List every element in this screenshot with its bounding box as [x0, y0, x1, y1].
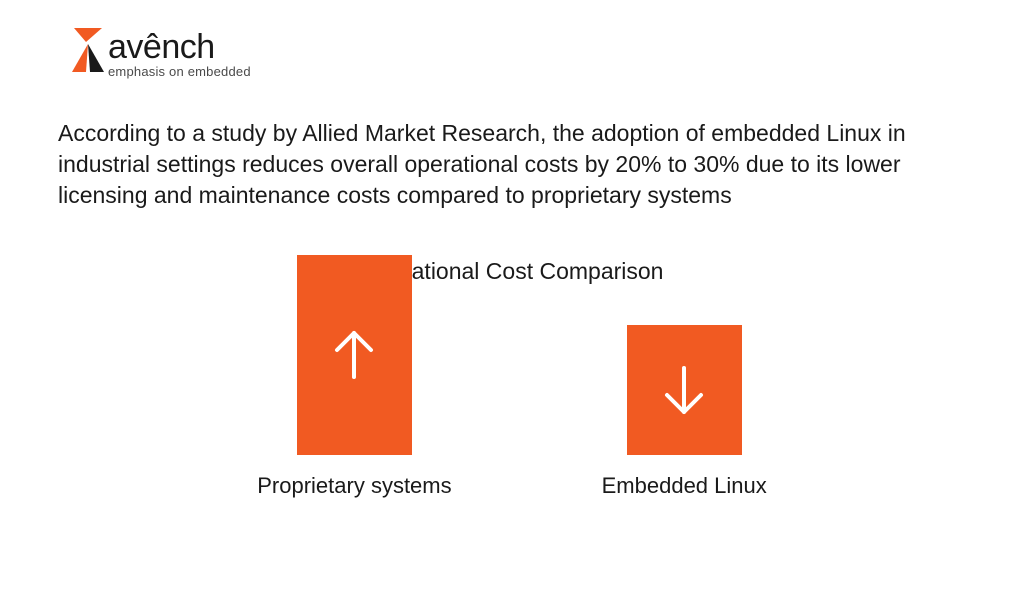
- body-paragraph: According to a study by Allied Market Re…: [58, 118, 966, 211]
- bar-embedded-linux: Embedded Linux: [602, 325, 767, 499]
- bar-proprietary: Proprietary systems: [257, 255, 451, 499]
- logo-text: avênch emphasis on embedded: [108, 30, 251, 79]
- bar-embedded-linux-rect: [627, 325, 742, 455]
- logo-block: avênch emphasis on embedded: [68, 28, 251, 79]
- logo-mark-icon: [68, 28, 106, 72]
- bars-row: Proprietary systems Embedded Linux: [257, 299, 767, 499]
- bar-embedded-linux-label: Embedded Linux: [602, 473, 767, 499]
- logo-wordmark: avênch: [108, 30, 251, 64]
- arrow-up-icon: [329, 325, 379, 385]
- bar-proprietary-label: Proprietary systems: [257, 473, 451, 499]
- arrow-down-icon: [659, 360, 709, 420]
- logo-tagline: emphasis on embedded: [108, 64, 251, 79]
- bar-proprietary-rect: [297, 255, 412, 455]
- cost-comparison-chart: Operational Cost Comparison Proprietary …: [0, 258, 1024, 499]
